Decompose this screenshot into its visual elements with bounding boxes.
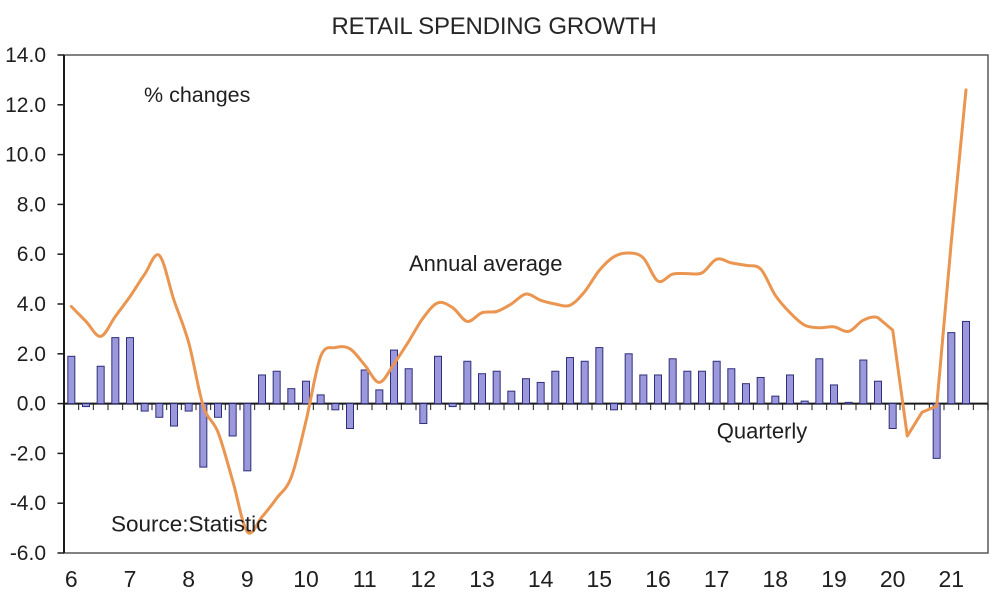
svg-text:11: 11 [353,566,377,592]
svg-text:7: 7 [124,566,137,592]
svg-text:19: 19 [821,566,847,592]
svg-text:20: 20 [880,566,906,592]
svg-text:16: 16 [645,566,671,592]
svg-text:15: 15 [587,566,613,592]
svg-text:14.0: 14.0 [5,44,46,67]
svg-text:6: 6 [65,566,78,592]
svg-text:8: 8 [182,566,195,592]
svg-text:6.0: 6.0 [17,243,46,266]
svg-text:-2.0: -2.0 [10,442,46,465]
svg-text:10.0: 10.0 [5,144,46,167]
svg-text:Quarterly: Quarterly [717,418,807,443]
svg-text:-4.0: -4.0 [10,492,46,515]
svg-text:Source:Statistic: Source:Statistic [111,512,267,537]
svg-text:18: 18 [763,566,789,592]
svg-text:8.0: 8.0 [17,193,46,216]
svg-text:-6.0: -6.0 [10,542,46,565]
svg-text:4.0: 4.0 [17,293,46,316]
svg-text:13: 13 [469,566,495,592]
svg-text:% changes: % changes [144,83,250,107]
svg-text:2.0: 2.0 [17,343,46,366]
svg-text:14: 14 [528,566,554,592]
svg-text:0.0: 0.0 [17,393,46,416]
svg-text:12.0: 12.0 [5,94,46,117]
svg-text:9: 9 [241,566,254,592]
svg-text:Annual: Annual [409,251,478,276]
svg-text:12: 12 [411,566,437,592]
svg-text:RETAIL SPENDING GROWTH: RETAIL SPENDING GROWTH [332,13,657,40]
svg-text:17: 17 [704,566,730,592]
svg-text:10: 10 [293,566,319,592]
svg-text:21: 21 [939,566,965,592]
svg-text:average: average [483,251,563,276]
